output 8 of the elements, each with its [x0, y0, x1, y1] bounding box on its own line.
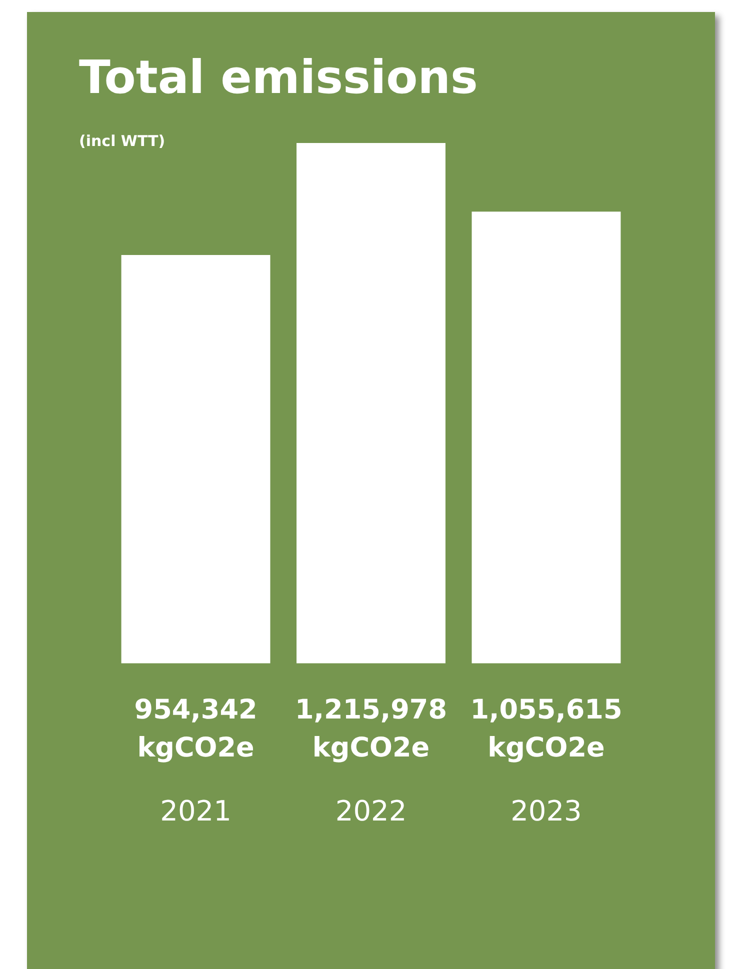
chart-title: Total emissions [79, 50, 478, 104]
chart-subtitle: (incl WTT) [79, 132, 166, 150]
x-tick-label: 2021 [160, 794, 232, 828]
x-tick-label: 2022 [335, 794, 407, 828]
x-tick-label: 2023 [510, 794, 582, 828]
data-label: 1,055,615 kgCO2e [470, 694, 622, 764]
data-label: 954,342 kgCO2e [134, 694, 258, 764]
data-label: 1,215,978 kgCO2e [294, 694, 448, 764]
